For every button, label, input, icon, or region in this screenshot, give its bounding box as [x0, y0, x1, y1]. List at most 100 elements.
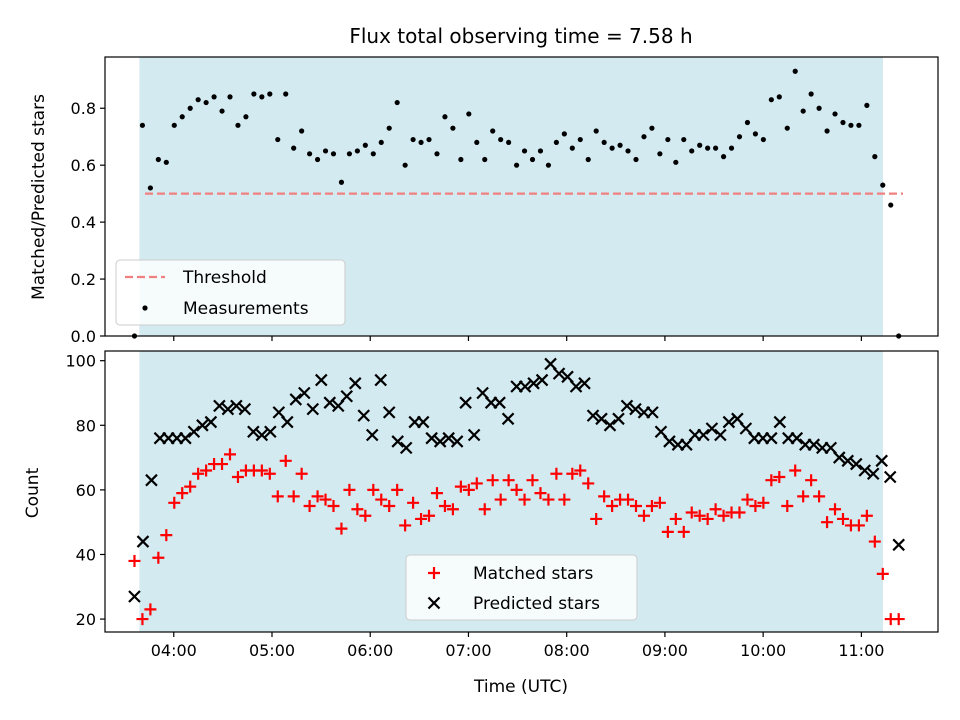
bottom-series-2 — [128, 357, 905, 603]
chart-title: Flux total observing time = 7.58 h — [349, 24, 692, 48]
top-measurement-point — [227, 94, 233, 100]
bottom-predicted-point — [230, 399, 243, 413]
bottom-matched-point — [622, 493, 635, 506]
bottom-predicted-point — [527, 377, 540, 390]
top-measurement-point — [267, 91, 273, 97]
top-measurement-point — [458, 156, 464, 163]
top-measurement-point — [577, 136, 583, 143]
top-measurement-point — [179, 114, 185, 120]
bottom-matched-point — [868, 535, 881, 548]
bottom-predicted-point — [883, 470, 897, 484]
top-measurement-point — [482, 156, 488, 163]
bottom-matched-point — [216, 458, 229, 471]
top-measurement-point — [498, 136, 504, 143]
top-measurement-point — [776, 94, 782, 100]
bottom-predicted-point — [450, 435, 464, 448]
top-measurement-point — [513, 162, 520, 168]
bottom-predicted-point — [145, 473, 158, 487]
bottom-panel: 20 40 60 80 100 04:00 05:00 06:00 07:00 08:00 09:0… — [65, 350, 939, 660]
bottom-matched-point — [773, 470, 786, 483]
top-measurement-point — [490, 128, 496, 134]
bottom-matched-point — [454, 480, 467, 493]
bottom-predicted-point — [612, 412, 625, 426]
top-measurement-point — [816, 105, 822, 111]
top-measurement-point — [259, 94, 265, 100]
bottom-matched-point — [829, 503, 842, 516]
bottom-matched-point — [661, 525, 674, 538]
bottom-matched-point — [733, 506, 746, 519]
top-y-tick-label: 0.2 — [71, 270, 96, 289]
bottom-predicted-point — [442, 431, 455, 445]
bottom-matched-point — [430, 487, 443, 500]
bottom-matched-point — [184, 480, 197, 493]
bottom-predicted-point — [340, 389, 354, 403]
bottom-matched-point — [391, 483, 404, 496]
bottom-matched-point — [438, 500, 451, 513]
top-measurement-point — [593, 128, 599, 134]
bottom-matched-point — [494, 493, 507, 506]
bottom-predicted-point — [858, 464, 872, 477]
bottom-predicted-point — [578, 377, 591, 390]
top-y-tick-label: 0.0 — [71, 327, 96, 346]
bottom-y-tick-label: 60 — [76, 481, 96, 500]
top-measurement-point — [744, 119, 751, 126]
top-measurement-point — [442, 114, 448, 120]
top-measurement-point — [474, 139, 480, 146]
bottom-predicted-point — [399, 441, 413, 455]
bottom-predicted-point — [629, 402, 642, 416]
bottom-predicted-point — [518, 380, 532, 393]
bottom-predicted-point — [866, 467, 880, 481]
bottom-matched-point — [470, 477, 483, 490]
top-measurement-point — [625, 148, 631, 154]
top-measurement-point — [609, 145, 615, 151]
bottom-y-tick-label: 20 — [76, 610, 96, 629]
bottom-x-tick-label: 05:00 — [249, 641, 295, 660]
top-measurement-point — [752, 131, 759, 137]
bottom-matched-point — [805, 474, 818, 487]
top-measurement-point — [338, 179, 345, 185]
top-axes-frame — [104, 56, 939, 337]
top-measurement-point — [346, 151, 353, 157]
bottom-matched-point — [781, 500, 794, 513]
top-measurement-point — [832, 111, 838, 117]
bottom-matched-point — [359, 509, 372, 522]
top-measurement-point — [856, 122, 862, 128]
top-measurement-point — [235, 122, 241, 128]
top-measurement-point — [171, 122, 177, 128]
top-measurement-point — [283, 91, 289, 97]
bottom-matched-point — [757, 496, 770, 509]
bottom-predicted-point — [892, 538, 905, 552]
bottom-matched-point — [749, 500, 762, 513]
bottom-matched-point — [423, 509, 436, 522]
top-measurement-point — [299, 128, 305, 134]
top-measurement-point — [585, 156, 591, 163]
bottom-axes-frame — [104, 350, 939, 633]
top-measurement-point — [784, 125, 790, 131]
top-measurement-point — [569, 145, 575, 151]
bottom-matched-point — [813, 490, 826, 503]
top-measurement-point — [203, 99, 209, 106]
top-measurement-point — [394, 99, 400, 106]
bottom-legend-box — [405, 554, 638, 621]
top-measurement-point — [402, 162, 408, 168]
bottom-matched-point — [486, 474, 499, 487]
bottom-matched-point — [152, 551, 165, 564]
legend-threshold-label: Threshold — [182, 268, 267, 288]
top-measurement-point — [641, 134, 647, 140]
bottom-matched-point — [223, 448, 236, 461]
bottom-matched-point — [876, 567, 889, 580]
bottom-matched-point — [343, 483, 356, 496]
bottom-series-1 — [128, 448, 905, 626]
bottom-predicted-point — [714, 428, 727, 442]
top-measurement-point — [410, 136, 416, 143]
top-measurement-point — [450, 125, 456, 131]
top-measurement-point — [768, 97, 774, 103]
top-measurement-point — [880, 182, 886, 188]
bottom-predicted-point — [493, 396, 506, 409]
top-measurement-point — [840, 119, 846, 126]
bottom-predicted-point — [136, 535, 150, 548]
bottom-predicted-point — [552, 367, 566, 380]
bottom-matched-point — [574, 464, 587, 477]
bottom-predicted-point — [620, 399, 634, 413]
